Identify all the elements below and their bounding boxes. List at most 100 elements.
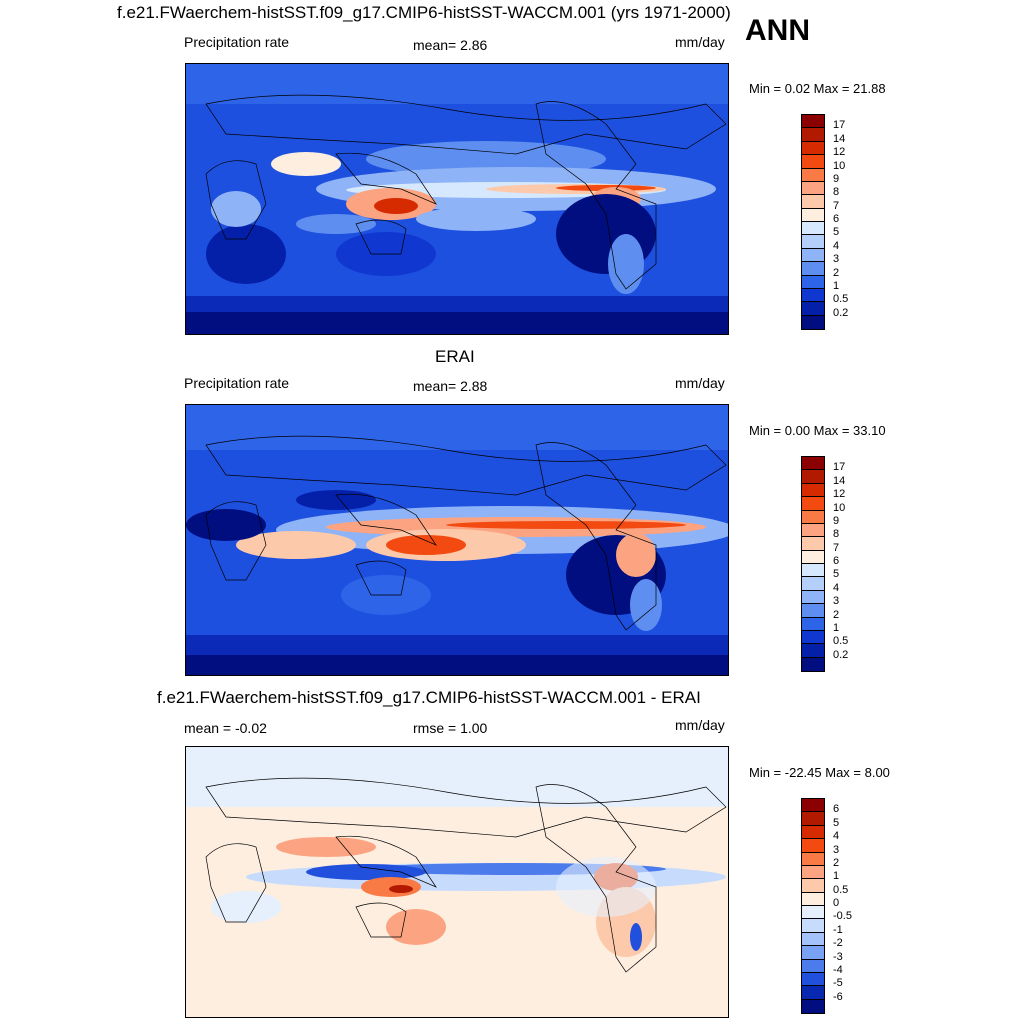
panel1-units-label: mm/day [675,34,725,50]
colorbar-swatch [802,919,824,933]
colorbar-swatch [802,825,824,840]
colorbar-tick-label: 4 [833,239,840,252]
colorbar-swatch [802,302,824,316]
colorbar-swatch [802,879,824,893]
colorbar-tick-label: 6 [833,555,840,567]
panel2-map [185,404,729,676]
panel3-units-label: mm/day [675,717,725,733]
panel2-colorbar [801,456,825,672]
colorbar-tick-label: 2 [833,856,840,869]
colorbar-swatch [802,470,824,484]
panel2-mean-label: mean= 2.88 [413,378,488,394]
colorbar-swatch [802,657,824,671]
colorbar-tick-label: 2 [833,266,840,279]
colorbar-swatch [802,906,824,920]
panel1-left-label: Precipitation rate [184,34,290,50]
colorbar-tick-label: 0.5 [833,635,849,648]
colorbar-swatch [802,839,824,853]
panel1-mean-label: mean= 2.86 [413,37,488,53]
colorbar-tick-label: 0.2 [833,306,849,319]
panel2-minmax: Min = 0.00 Max = 33.10 [749,423,886,438]
colorbar-swatch [802,262,824,276]
colorbar-tick-label: 4 [833,581,840,594]
colorbar-swatch [802,972,824,987]
colorbar-swatch [802,235,824,249]
colorbar-swatch [802,564,824,578]
colorbar-swatch [802,483,824,498]
colorbar-swatch [802,959,824,973]
colorbar-tick-label: 7 [833,199,840,212]
colorbar-tick-label: 10 [833,159,846,172]
panel3-colorbar [801,798,825,1014]
colorbar-tick-label: -2 [833,937,843,950]
colorbar-tick-label: 9 [833,514,840,527]
panel2-units-label: mm/day [675,375,725,391]
colorbar-swatch [802,590,824,605]
panel2-left-label: Precipitation rate [184,375,290,391]
panel3-map [185,746,729,1018]
colorbar-swatch [802,999,824,1013]
colorbar-swatch [802,497,824,511]
colorbar-swatch [802,604,824,618]
colorbar-tick-label: -5 [833,977,843,990]
colorbar-swatch [802,630,824,645]
colorbar-tick-label: -0.5 [833,910,852,923]
panel3-minmax: Min = -22.45 Max = 8.00 [749,765,890,780]
colorbar-swatch [802,577,824,591]
colorbar-tick-label: -1 [833,923,843,936]
colorbar-swatch [802,128,824,142]
colorbar-tick-label: 9 [833,172,840,185]
panel3-title: f.e21.FWaerchem-histSST.f09_g17.CMIP6-hi… [157,688,701,707]
colorbar-tick-label: 0 [833,897,840,909]
season-label: ANN [745,14,810,47]
panel2-title: ERAI [435,347,475,366]
colorbar-swatch [802,168,824,182]
colorbar-swatch [802,155,824,169]
colorbar-tick-label: -3 [833,950,843,963]
colorbar-swatch [802,537,824,551]
colorbar-swatch [802,550,824,564]
colorbar-swatch [802,799,824,813]
colorbar-tick-label: 1 [833,621,840,634]
colorbar-tick-label: 0.5 [833,883,849,896]
colorbar-tick-label: 12 [833,488,846,501]
colorbar-tick-label: 3 [833,843,840,856]
panel1-map [185,63,729,335]
colorbar-tick-label: 1 [833,870,840,883]
colorbar-swatch [802,315,824,329]
colorbar-tick-label: 12 [833,146,846,159]
colorbar-swatch [802,222,824,236]
panel1-minmax: Min = 0.02 Max = 21.88 [749,81,886,96]
colorbar-tick-label: 17 [833,119,846,132]
colorbar-tick-label: 0.5 [833,293,849,306]
colorbar-tick-label: 4 [833,830,840,843]
colorbar-tick-label: 5 [833,568,840,581]
colorbar-swatch [802,208,824,222]
colorbar-swatch [802,288,824,303]
panel3-rmse-label: rmse = 1.00 [413,720,488,736]
colorbar-swatch [802,617,824,631]
colorbar-swatch [802,115,824,129]
colorbar-swatch [802,812,824,826]
colorbar-tick-label: 8 [833,186,840,199]
colorbar-tick-label: 3 [833,253,840,266]
colorbar-swatch [802,141,824,156]
colorbar-tick-label: 5 [833,816,840,829]
colorbar-swatch [802,195,824,209]
colorbar-tick-label: 14 [833,474,846,487]
colorbar-tick-label: 3 [833,595,840,608]
colorbar-swatch [802,523,824,538]
panel3-mean-label: mean = -0.02 [184,720,267,736]
colorbar-tick-label: -4 [833,963,843,976]
colorbar-tick-label: 0.2 [833,648,849,661]
colorbar-swatch [802,181,824,196]
main-title: f.e21.FWaerchem-histSST.f09_g17.CMIP6-hi… [117,3,731,22]
colorbar-tick-label: 6 [833,803,840,816]
colorbar-swatch [802,852,824,866]
colorbar-swatch [802,644,824,658]
colorbar-tick-label: 6 [833,213,840,225]
colorbar-swatch [802,946,824,960]
colorbar-tick-label: 17 [833,461,846,474]
colorbar-swatch [802,932,824,947]
colorbar-swatch [802,248,824,263]
